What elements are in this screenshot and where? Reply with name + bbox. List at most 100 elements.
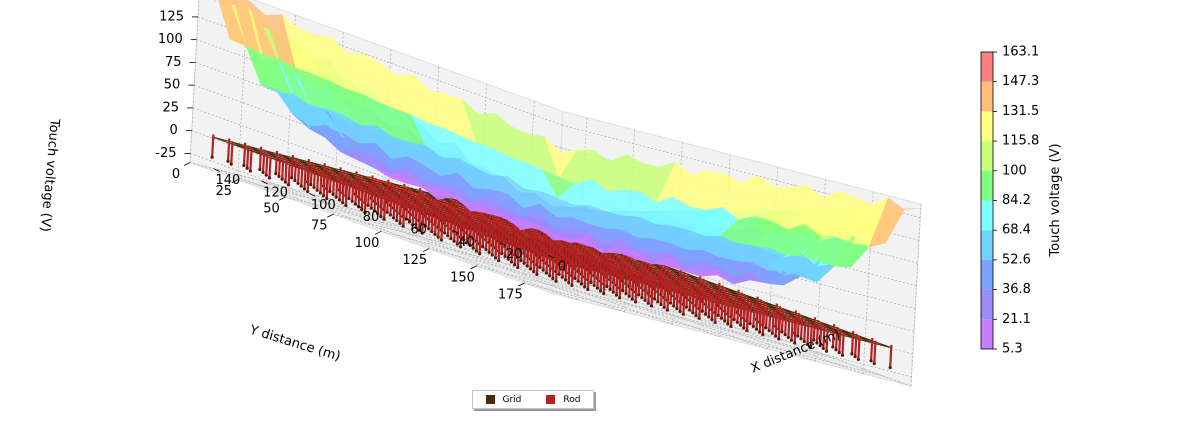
legend-swatch-rod bbox=[546, 395, 556, 404]
rod bbox=[564, 257, 568, 280]
rod bbox=[790, 317, 794, 341]
y-tick-mark bbox=[470, 265, 477, 270]
rod-tip bbox=[783, 333, 787, 337]
rods bbox=[210, 134, 893, 370]
rod bbox=[545, 250, 549, 274]
rod bbox=[624, 270, 629, 294]
rod-tip bbox=[700, 309, 704, 313]
rod bbox=[631, 276, 635, 300]
rod bbox=[704, 291, 708, 315]
rod-tip bbox=[442, 231, 447, 235]
rod bbox=[612, 269, 616, 293]
rod bbox=[230, 141, 234, 165]
rod bbox=[526, 243, 530, 267]
rod-tip bbox=[665, 308, 670, 312]
rod bbox=[494, 235, 498, 258]
rod-tip bbox=[646, 301, 650, 305]
rod-tip bbox=[267, 176, 272, 180]
rod bbox=[691, 289, 696, 313]
rod bbox=[815, 320, 820, 343]
rod bbox=[249, 148, 253, 172]
z-tick-label: 150 bbox=[160, 0, 185, 2]
rod-tip bbox=[376, 212, 380, 216]
rod bbox=[602, 270, 607, 294]
rod bbox=[357, 183, 361, 207]
rod bbox=[596, 265, 600, 289]
rod-tip bbox=[229, 162, 233, 166]
rod-tip bbox=[738, 323, 743, 327]
rod-tip bbox=[691, 311, 695, 315]
rod-tip bbox=[274, 172, 278, 176]
colorbar-band bbox=[981, 111, 993, 142]
rod bbox=[679, 288, 683, 312]
rod-tip bbox=[414, 225, 418, 230]
x-tick-mark bbox=[261, 180, 268, 185]
rod-tip bbox=[837, 350, 841, 355]
rod-tip bbox=[586, 287, 590, 292]
rod-tip bbox=[751, 324, 755, 329]
rod-tip bbox=[484, 247, 488, 252]
rod bbox=[739, 302, 743, 326]
rod-tip bbox=[608, 287, 612, 292]
rod-tip bbox=[462, 238, 466, 242]
rod bbox=[748, 300, 753, 324]
rod-tip bbox=[548, 274, 552, 278]
rod bbox=[793, 320, 798, 344]
rod bbox=[714, 299, 718, 323]
rod-tip bbox=[541, 268, 545, 272]
rod-tip bbox=[821, 346, 825, 351]
rod bbox=[433, 211, 438, 235]
rod-tip bbox=[723, 319, 727, 323]
rod-tip bbox=[516, 265, 520, 270]
rod-tip bbox=[337, 198, 342, 202]
rod-tip bbox=[341, 201, 345, 205]
x-tick-mark bbox=[500, 242, 507, 247]
rod-tip bbox=[411, 223, 415, 227]
rod-tip bbox=[261, 170, 265, 174]
rod-tip bbox=[735, 320, 739, 324]
rod bbox=[427, 205, 431, 229]
rod bbox=[573, 255, 578, 279]
rod-tip bbox=[662, 305, 666, 309]
gridline-x bbox=[309, 192, 673, 325]
rod-tip bbox=[770, 331, 774, 335]
rod-tip bbox=[398, 221, 402, 225]
gridline-x bbox=[213, 168, 577, 301]
colorbar-band bbox=[981, 259, 993, 290]
rod-tip bbox=[353, 202, 357, 206]
rod-tip bbox=[318, 191, 322, 195]
colorbar-tick-label: 5.3 bbox=[1002, 342, 1023, 357]
rod bbox=[889, 344, 893, 368]
rod-tip bbox=[570, 283, 574, 288]
rod-tip bbox=[242, 163, 246, 168]
rod bbox=[373, 188, 377, 211]
y-tick-mark bbox=[327, 213, 334, 218]
rod-tip bbox=[481, 245, 485, 249]
y-tick-label: 50 bbox=[263, 201, 280, 216]
rod bbox=[542, 247, 546, 271]
rod-tip bbox=[576, 279, 580, 283]
rod bbox=[316, 167, 320, 191]
rod-tip bbox=[560, 275, 564, 279]
rod bbox=[268, 155, 272, 178]
rod-tip bbox=[831, 345, 835, 349]
y-tick-mark bbox=[518, 282, 525, 287]
x-tick-label: 40 bbox=[458, 235, 475, 250]
x-tick-label: 140 bbox=[215, 173, 240, 188]
rod-tip bbox=[703, 312, 708, 316]
rod bbox=[468, 222, 473, 246]
rod bbox=[354, 181, 358, 205]
rod bbox=[672, 283, 677, 306]
rod bbox=[745, 307, 750, 331]
rod-tip bbox=[372, 209, 377, 213]
rod-tip bbox=[382, 217, 386, 221]
rod bbox=[580, 261, 584, 285]
rod bbox=[803, 318, 807, 342]
colorbar-band bbox=[981, 52, 993, 82]
rod-tip bbox=[392, 216, 396, 220]
rod bbox=[376, 190, 381, 214]
rod bbox=[382, 196, 387, 220]
rod bbox=[742, 305, 747, 328]
surface-cell bbox=[885, 208, 921, 243]
rod-tip bbox=[506, 257, 510, 261]
